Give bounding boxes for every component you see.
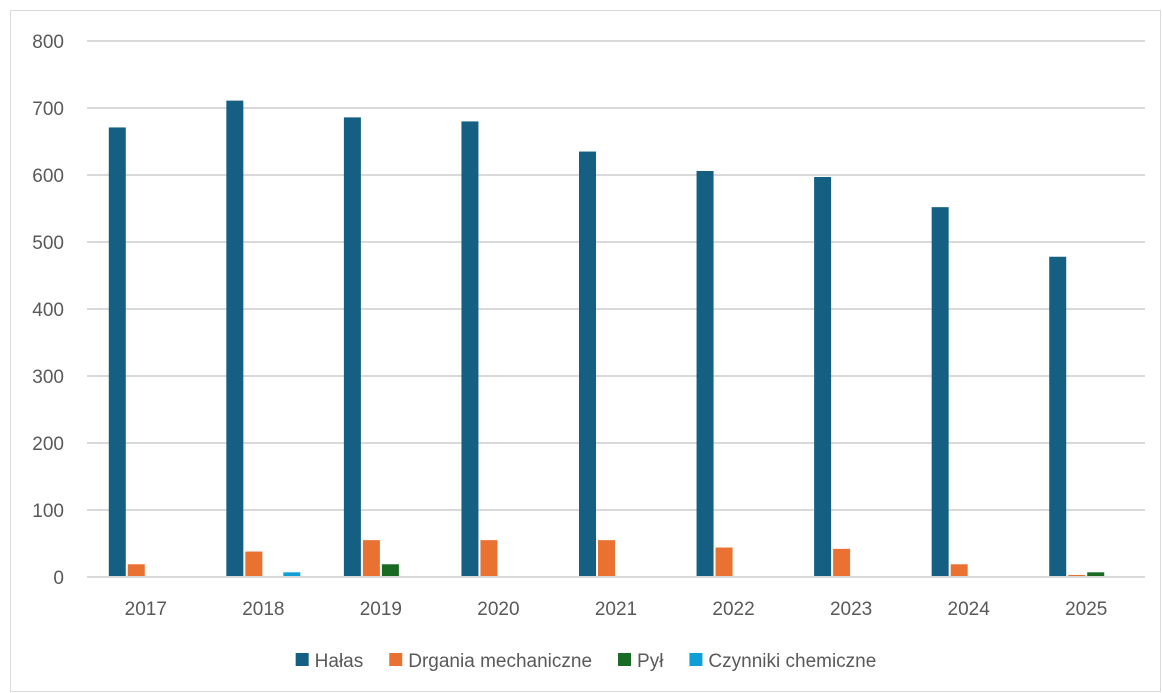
x-tick-label: 2021 [595,599,637,620]
y-tick-label: 800 [32,32,64,53]
legend-label: Czynniki chemiczne [708,651,876,672]
bar-0-2022 [696,170,714,578]
y-tick-label: 200 [32,434,64,455]
y-tick-label: 500 [32,233,64,254]
bar-1-2021 [598,540,615,577]
x-tick-label: 2022 [712,599,754,620]
legend: Hałas Drgania mechaniczne Pył Czynniki chem… [295,651,876,672]
y-tick-label: 0 [53,568,64,589]
legend-label: Drgania mechaniczne [408,651,592,672]
legend-item: Pył [618,651,664,672]
bar-0-2023 [814,177,832,577]
legend-item: Czynniki chemiczne [689,651,876,672]
x-tick-label: 2017 [125,599,167,620]
gridlines [87,40,1145,511]
bar-0-2019 [343,117,361,577]
legend-item: Drgania mechaniczne [389,651,592,672]
bar-1-2018 [245,551,263,577]
y-tick-label: 300 [32,367,64,388]
x-tick-label: 2024 [948,599,991,620]
legend-swatch [618,653,632,666]
bar-3-2018 [283,572,301,577]
bars [108,100,1105,578]
bar-1-2019 [362,540,380,577]
legend-swatch [389,653,403,666]
bar-1-2024 [950,564,968,577]
y-tick-label: 600 [32,166,64,187]
legend-swatch [689,653,703,666]
x-tick-label: 2025 [1065,599,1107,620]
bar-2-2025 [1087,572,1105,577]
legend-swatch [295,653,309,666]
bar-1-2020 [480,540,498,577]
bar-1-2023 [833,548,851,577]
bar-0-2021 [579,151,596,578]
y-axis-labels: 0 100 200 300 400 500 600 700 800 [32,32,64,589]
legend-item: Hałas [295,651,364,672]
bar-1-2022 [715,547,733,577]
bar-0-2017 [108,127,126,578]
x-tick-label: 2019 [360,599,402,620]
bar-2-2019 [381,564,399,577]
y-tick-label: 700 [32,99,64,120]
bar-0-2025 [1049,256,1067,577]
x-tick-label: 2020 [477,599,519,620]
bar-0-2020 [461,121,479,578]
bar-1-2025 [1068,574,1086,577]
y-tick-label: 400 [32,300,64,321]
x-tick-label: 2023 [830,599,872,620]
bar-0-2024 [931,207,949,577]
x-tick-label: 2018 [242,599,284,620]
y-tick-label: 100 [32,501,64,522]
bar-0-2018 [226,100,244,577]
legend-label: Hałas [315,651,364,672]
bar-1-2017 [127,564,145,577]
x-axis-labels: 2017 2018 2019 2020 2021 2022 2023 2024 2025 [125,599,1108,620]
legend-label: Pył [637,651,664,672]
